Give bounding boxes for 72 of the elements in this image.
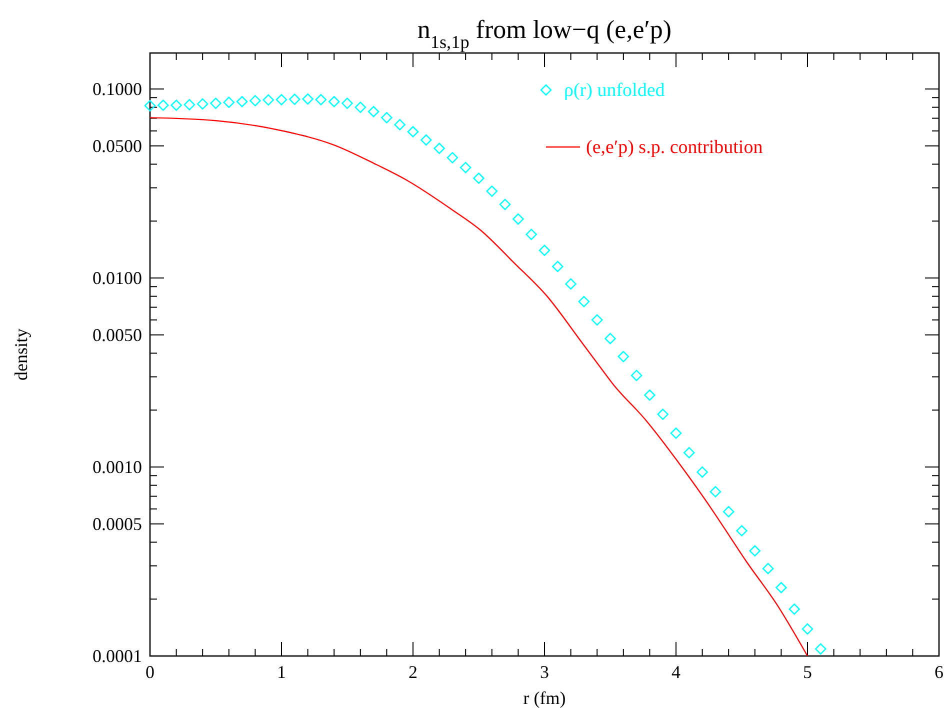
x-tick-label: 1 xyxy=(277,662,286,682)
point xyxy=(684,447,695,458)
point xyxy=(460,162,472,174)
point xyxy=(210,98,222,109)
point xyxy=(604,332,616,344)
y-tick-label: 0.0050 xyxy=(92,324,142,345)
x-axis-title: r (fm) xyxy=(523,688,566,708)
point xyxy=(407,126,419,138)
y-tick-label: 0.0100 xyxy=(92,268,142,288)
y-tick-label: 0.0010 xyxy=(92,456,142,477)
point xyxy=(328,96,340,108)
chart-title: n$_{1s,1p}$ from low−q (e,e′p) xyxy=(417,15,672,52)
point xyxy=(696,466,708,478)
point xyxy=(657,408,668,420)
x-tick-label: 0 xyxy=(146,662,154,682)
point xyxy=(196,98,208,110)
y-tick-label: 0.1000 xyxy=(92,78,142,99)
point xyxy=(236,96,248,108)
point xyxy=(802,623,814,635)
point xyxy=(158,100,169,111)
point xyxy=(670,428,682,439)
y-tick-label: 0.0001 xyxy=(92,646,142,666)
point xyxy=(526,228,537,240)
point xyxy=(486,186,498,197)
point xyxy=(184,99,196,110)
point xyxy=(710,486,722,498)
point xyxy=(552,260,564,272)
point xyxy=(565,278,576,290)
point xyxy=(381,112,392,124)
point xyxy=(591,314,603,326)
point xyxy=(722,506,734,518)
point xyxy=(618,350,630,362)
point xyxy=(289,94,300,105)
point xyxy=(170,100,182,111)
x-tick-label: 4 xyxy=(672,662,680,682)
point xyxy=(749,545,761,557)
point xyxy=(302,93,314,105)
point xyxy=(578,296,590,308)
point xyxy=(354,102,366,113)
point xyxy=(250,95,261,106)
y-tick-label: 0.0500 xyxy=(92,136,142,156)
point xyxy=(512,213,524,225)
x-tick-label: 3 xyxy=(540,662,549,682)
point xyxy=(368,106,380,118)
point xyxy=(644,389,656,401)
line-series xyxy=(149,117,808,657)
point xyxy=(815,643,826,655)
point xyxy=(630,370,642,382)
point xyxy=(473,172,484,184)
point xyxy=(394,119,406,130)
point xyxy=(538,244,550,256)
point xyxy=(144,100,156,112)
point xyxy=(776,582,787,594)
y-tick-label: 0.0005 xyxy=(92,514,142,534)
point xyxy=(420,134,432,146)
x-tick-label: 6 xyxy=(934,662,944,682)
point xyxy=(276,94,288,106)
point xyxy=(788,603,800,615)
x-tick-label: 2 xyxy=(408,662,418,682)
point xyxy=(434,142,445,154)
point xyxy=(342,98,353,109)
legend-label: ρ(r) unfolded xyxy=(564,80,666,101)
point xyxy=(446,152,458,164)
point xyxy=(762,562,774,574)
point xyxy=(262,94,274,106)
point xyxy=(223,96,235,108)
point xyxy=(736,525,748,536)
y-axis-title: density xyxy=(11,328,31,380)
point xyxy=(499,198,511,210)
point xyxy=(315,94,327,106)
legend-label: (e,e′p) s.p. contribution xyxy=(586,137,764,158)
x-tick-label: 5 xyxy=(803,662,812,682)
